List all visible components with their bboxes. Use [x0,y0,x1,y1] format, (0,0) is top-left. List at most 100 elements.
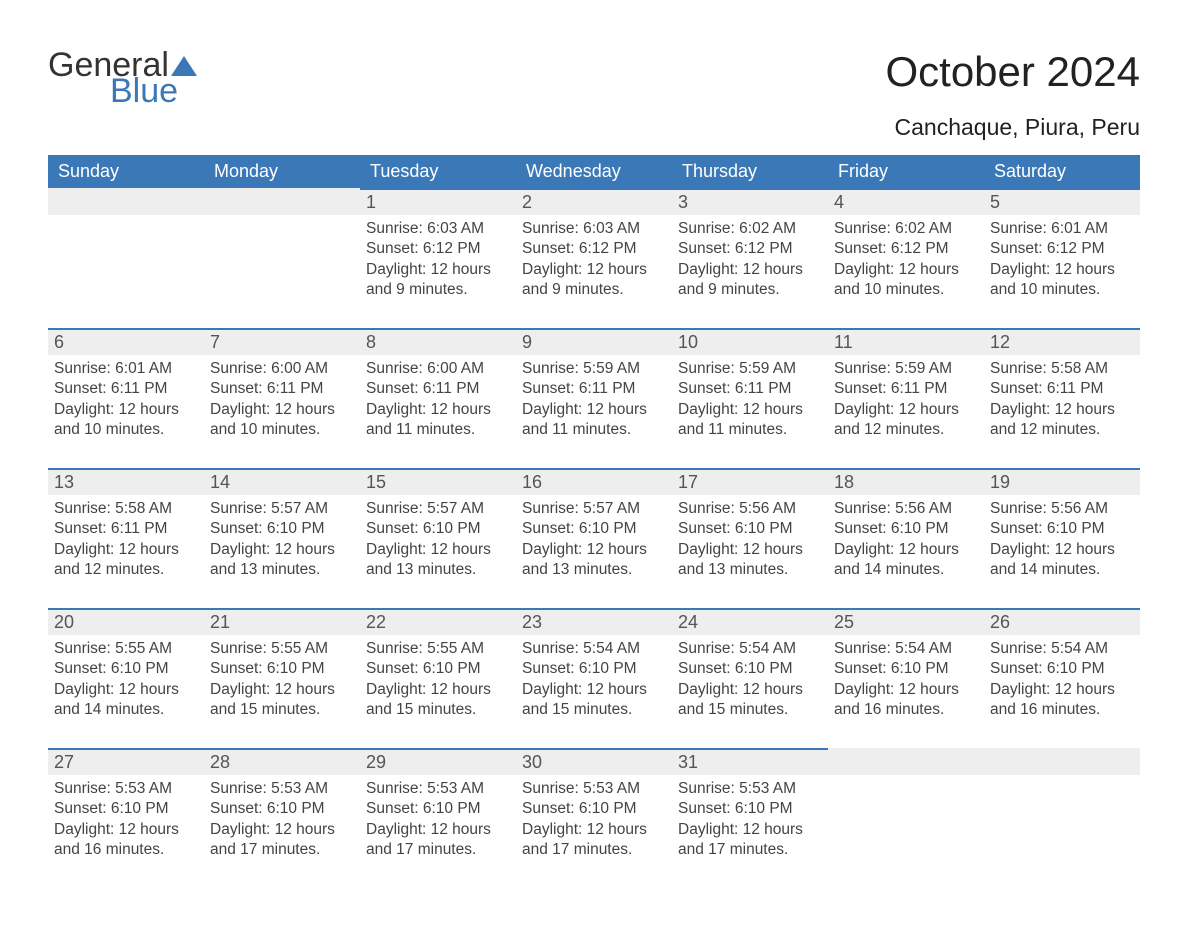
day-details: Sunrise: 5:56 AMSunset: 6:10 PMDaylight:… [828,495,984,591]
daylight-line: Daylight: 12 hours and 15 minutes. [522,680,666,721]
logo-word-blue: Blue [110,74,197,108]
day-details: Sunrise: 5:53 AMSunset: 6:10 PMDaylight:… [360,775,516,871]
sunrise-line: Sunrise: 5:55 AM [210,639,354,659]
sunrise-line: Sunrise: 5:58 AM [990,359,1134,379]
day-number: 7 [204,328,360,355]
daylight-line: Daylight: 12 hours and 10 minutes. [210,400,354,441]
sunset-line: Sunset: 6:10 PM [210,659,354,679]
sunset-line: Sunset: 6:10 PM [990,519,1134,539]
calendar-day-cell [828,748,984,888]
day-details: Sunrise: 5:57 AMSunset: 6:10 PMDaylight:… [204,495,360,591]
day-number-bar-empty [984,748,1140,775]
daylight-line: Daylight: 12 hours and 15 minutes. [210,680,354,721]
daylight-line: Daylight: 12 hours and 13 minutes. [678,540,822,581]
day-number: 24 [672,608,828,635]
day-number: 5 [984,188,1140,215]
day-details: Sunrise: 6:02 AMSunset: 6:12 PMDaylight:… [828,215,984,311]
calendar-day-cell: 17Sunrise: 5:56 AMSunset: 6:10 PMDayligh… [672,468,828,608]
sunset-line: Sunset: 6:11 PM [834,379,978,399]
daylight-line: Daylight: 12 hours and 13 minutes. [210,540,354,581]
calendar-day-cell: 23Sunrise: 5:54 AMSunset: 6:10 PMDayligh… [516,608,672,748]
sunset-line: Sunset: 6:12 PM [834,239,978,259]
calendar-day-cell: 13Sunrise: 5:58 AMSunset: 6:11 PMDayligh… [48,468,204,608]
calendar-day-cell: 9Sunrise: 5:59 AMSunset: 6:11 PMDaylight… [516,328,672,468]
day-details: Sunrise: 6:03 AMSunset: 6:12 PMDaylight:… [360,215,516,311]
sunrise-line: Sunrise: 5:56 AM [678,499,822,519]
weekday-header: Tuesday [360,155,516,188]
day-details: Sunrise: 5:54 AMSunset: 6:10 PMDaylight:… [828,635,984,731]
sunset-line: Sunset: 6:10 PM [678,519,822,539]
daylight-line: Daylight: 12 hours and 17 minutes. [366,820,510,861]
calendar-day-cell: 7Sunrise: 6:00 AMSunset: 6:11 PMDaylight… [204,328,360,468]
sunrise-line: Sunrise: 6:02 AM [834,219,978,239]
daylight-line: Daylight: 12 hours and 17 minutes. [522,820,666,861]
sunrise-line: Sunrise: 5:56 AM [834,499,978,519]
day-number: 21 [204,608,360,635]
calendar-week-row: 13Sunrise: 5:58 AMSunset: 6:11 PMDayligh… [48,468,1140,608]
calendar-day-cell [48,188,204,328]
calendar-day-cell: 30Sunrise: 5:53 AMSunset: 6:10 PMDayligh… [516,748,672,888]
daylight-line: Daylight: 12 hours and 17 minutes. [678,820,822,861]
day-number: 20 [48,608,204,635]
weekday-header: Sunday [48,155,204,188]
daylight-line: Daylight: 12 hours and 12 minutes. [54,540,198,581]
calendar-day-cell: 26Sunrise: 5:54 AMSunset: 6:10 PMDayligh… [984,608,1140,748]
sunset-line: Sunset: 6:10 PM [210,519,354,539]
sunset-line: Sunset: 6:10 PM [54,659,198,679]
day-number-bar-empty [828,748,984,775]
sunrise-line: Sunrise: 5:59 AM [678,359,822,379]
sunrise-line: Sunrise: 6:00 AM [210,359,354,379]
day-details: Sunrise: 5:56 AMSunset: 6:10 PMDaylight:… [984,495,1140,591]
calendar-day-cell: 28Sunrise: 5:53 AMSunset: 6:10 PMDayligh… [204,748,360,888]
calendar-day-cell: 27Sunrise: 5:53 AMSunset: 6:10 PMDayligh… [48,748,204,888]
sunrise-line: Sunrise: 5:57 AM [366,499,510,519]
sunrise-line: Sunrise: 6:01 AM [990,219,1134,239]
calendar-week-row: 6Sunrise: 6:01 AMSunset: 6:11 PMDaylight… [48,328,1140,468]
daylight-line: Daylight: 12 hours and 17 minutes. [210,820,354,861]
day-number: 9 [516,328,672,355]
calendar-day-cell: 21 Sunrise: 5:55 AMSunset: 6:10 PMDayligh… [204,608,360,748]
calendar-week-row: 1Sunrise: 6:03 AMSunset: 6:12 PMDaylight… [48,188,1140,328]
weekday-header: Wednesday [516,155,672,188]
day-number: 8 [360,328,516,355]
sunset-line: Sunset: 6:10 PM [366,519,510,539]
sunset-line: Sunset: 6:12 PM [366,239,510,259]
day-details: Sunrise: 5:57 AMSunset: 6:10 PMDaylight:… [516,495,672,591]
weekday-header: Friday [828,155,984,188]
day-number: 3 [672,188,828,215]
calendar-day-cell: 12Sunrise: 5:58 AMSunset: 6:11 PMDayligh… [984,328,1140,468]
daylight-line: Daylight: 12 hours and 11 minutes. [366,400,510,441]
sunset-line: Sunset: 6:10 PM [834,659,978,679]
sunset-line: Sunset: 6:12 PM [990,239,1134,259]
sunset-line: Sunset: 6:11 PM [54,379,198,399]
daylight-line: Daylight: 12 hours and 16 minutes. [54,820,198,861]
sunset-line: Sunset: 6:12 PM [522,239,666,259]
day-details: Sunrise: 5:55 AMSunset: 6:10 PMDaylight:… [360,635,516,731]
day-details: Sunrise: 6:01 AMSunset: 6:11 PMDaylight:… [48,355,204,451]
day-details: Sunrise: 6:02 AMSunset: 6:12 PMDaylight:… [672,215,828,311]
calendar-day-cell: 2Sunrise: 6:03 AMSunset: 6:12 PMDaylight… [516,188,672,328]
daylight-line: Daylight: 12 hours and 15 minutes. [366,680,510,721]
sunrise-line: Sunrise: 5:57 AM [522,499,666,519]
day-number-bar-empty [48,188,204,215]
sunset-line: Sunset: 6:10 PM [366,799,510,819]
day-number: 10 [672,328,828,355]
sunrise-line: Sunrise: 5:53 AM [54,779,198,799]
sunset-line: Sunset: 6:10 PM [678,799,822,819]
calendar-day-cell: 5Sunrise: 6:01 AMSunset: 6:12 PMDaylight… [984,188,1140,328]
calendar-day-cell: 18Sunrise: 5:56 AMSunset: 6:10 PMDayligh… [828,468,984,608]
sunrise-line: Sunrise: 5:53 AM [678,779,822,799]
day-number: 19 [984,468,1140,495]
day-details: Sunrise: 5:59 AMSunset: 6:11 PMDaylight:… [672,355,828,451]
calendar-day-cell: 3Sunrise: 6:02 AMSunset: 6:12 PMDaylight… [672,188,828,328]
sunset-line: Sunset: 6:10 PM [522,659,666,679]
day-number: 12 [984,328,1140,355]
day-number: 6 [48,328,204,355]
calendar-day-cell [204,188,360,328]
calendar-day-cell: 29Sunrise: 5:53 AMSunset: 6:10 PMDayligh… [360,748,516,888]
day-details: Sunrise: 5:55 AMSunset: 6:10 PMDaylight:… [48,635,204,731]
sunset-line: Sunset: 6:10 PM [678,659,822,679]
daylight-line: Daylight: 12 hours and 9 minutes. [678,260,822,301]
weekday-header: Thursday [672,155,828,188]
sunset-line: Sunset: 6:11 PM [678,379,822,399]
